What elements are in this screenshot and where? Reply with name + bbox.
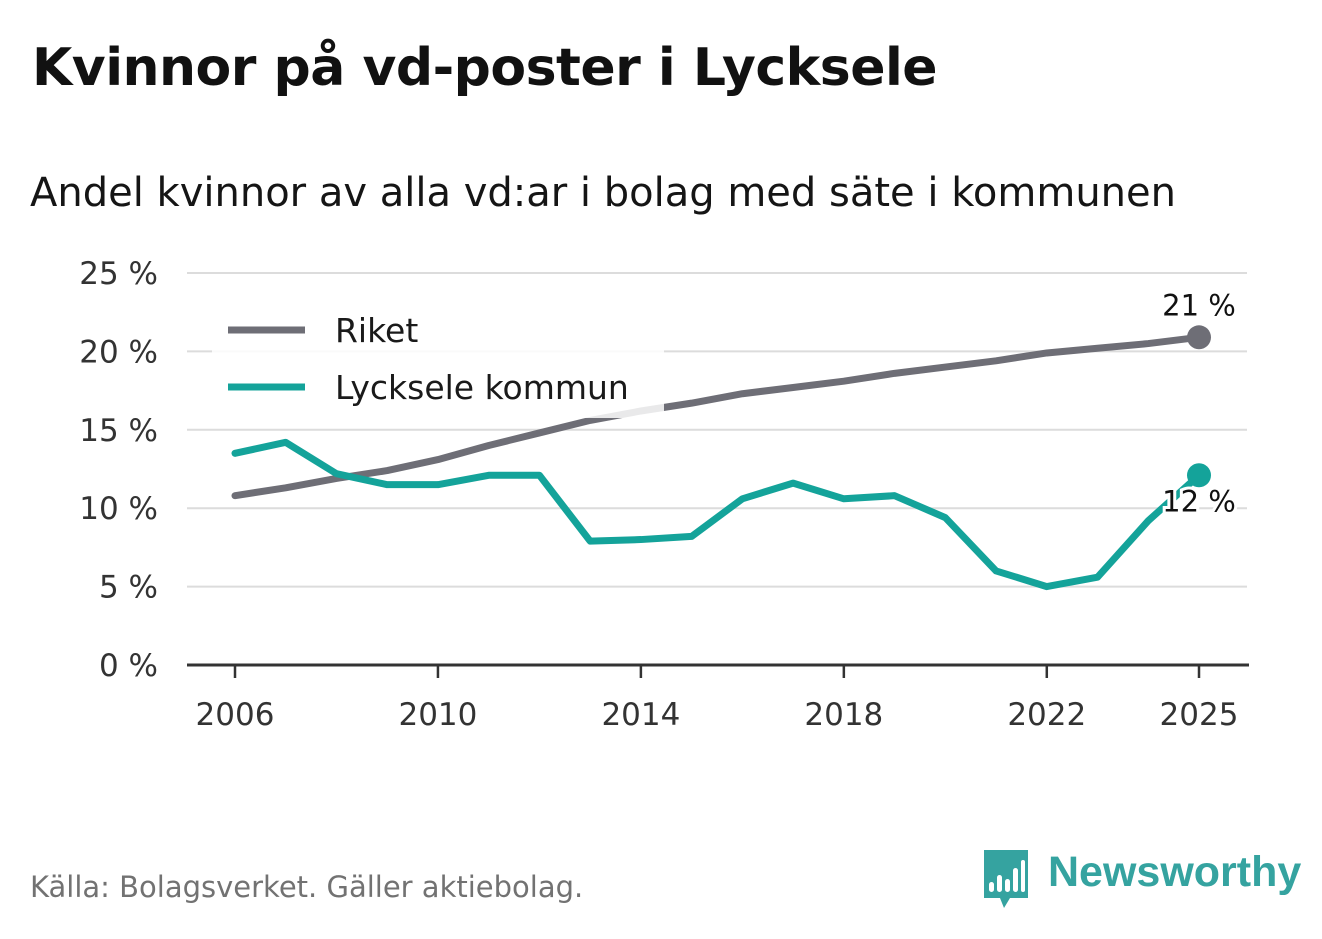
series-line-riket xyxy=(231,333,1203,500)
legend-label: Riket xyxy=(335,311,418,350)
legend-background xyxy=(212,300,664,418)
x-tick-label: 2018 xyxy=(804,697,883,733)
chart-title: Kvinnor på vd-poster i Lycksele xyxy=(32,38,938,98)
newsworthy-icon xyxy=(984,850,1028,908)
end-labels: 21 % 12 % xyxy=(1159,285,1239,521)
x-tick-label: 2006 xyxy=(196,697,275,733)
line-chart: 0 %5 %10 %15 %20 %25 % 2006 2010 2014 2018 2… xyxy=(79,256,1249,733)
series-line-lycksele xyxy=(231,438,1203,591)
y-tick-label: 15 % xyxy=(79,413,158,449)
end-point-marker xyxy=(1187,463,1211,488)
chart-subtitle: Andel kvinnor av alla vd:ar i bolag med … xyxy=(30,170,1176,216)
source-note: Källa: Bolagsverket. Gäller aktiebolag. xyxy=(30,870,584,904)
brand-logo: Newsworthy xyxy=(980,846,1301,912)
series-lines xyxy=(231,333,1203,591)
x-tick-label: 2022 xyxy=(1007,697,1086,733)
legend-label: Lycksele kommun xyxy=(335,368,629,407)
end-value-label: 12 % xyxy=(1162,484,1236,518)
y-tick-label: 5 % xyxy=(99,570,158,606)
legend: Riket Lycksele kommun xyxy=(212,300,664,418)
x-axis-ticks: 2006 2010 2014 2018 2022 2025 xyxy=(196,665,1239,733)
x-tick-label: 2010 xyxy=(398,697,477,733)
y-tick-label: 25 % xyxy=(79,256,158,292)
x-tick-label: 2014 xyxy=(601,697,680,733)
y-tick-label: 20 % xyxy=(79,334,158,370)
brand-name: Newsworthy xyxy=(1048,848,1302,896)
y-tick-label: 10 % xyxy=(79,491,158,527)
y-axis-ticks: 0 % 5 % 10 % 15 % 20 % 25 % xyxy=(79,256,158,684)
y-tick-label: 0 % xyxy=(99,648,158,684)
x-tick-label: 2025 xyxy=(1160,697,1239,733)
end-point-marker xyxy=(1187,325,1211,350)
end-value-label: 21 % xyxy=(1162,288,1236,322)
